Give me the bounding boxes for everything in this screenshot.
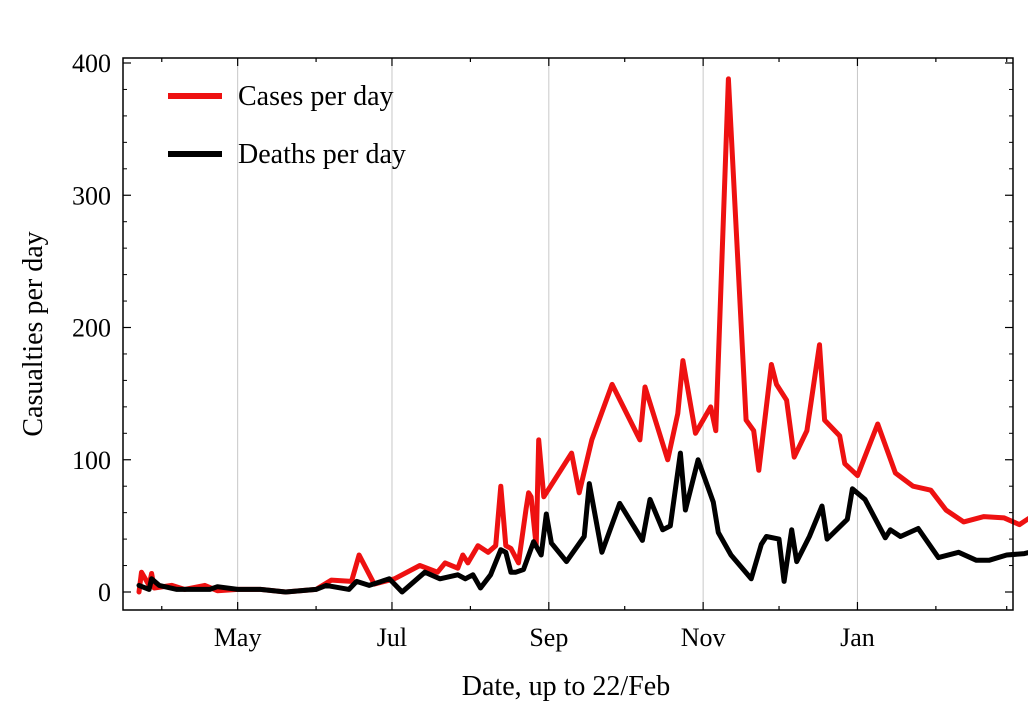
grid-lines xyxy=(237,58,858,610)
y-tick-label: 0 xyxy=(98,578,111,607)
y-tick-label: 300 xyxy=(72,181,111,210)
legend: Cases per day Deaths per day xyxy=(168,81,406,170)
legend-label: Deaths per day xyxy=(238,139,406,170)
plot-frame xyxy=(122,57,1014,611)
x-tick-label: Jan xyxy=(840,623,875,652)
legend-label: Cases per day xyxy=(238,81,394,112)
series-lines xyxy=(136,76,1028,595)
x-axis-ticks: May Jul Sep Nov Jan xyxy=(161,58,1008,652)
x-axis-label: Date, up to 22/Feb xyxy=(462,671,670,702)
y-tick-label: 100 xyxy=(72,446,111,475)
series-line-deaths xyxy=(136,450,1028,595)
x-tick-label: Nov xyxy=(681,623,726,652)
y-tick-label: 200 xyxy=(72,314,111,343)
x-tick-label: May xyxy=(214,623,262,652)
y-axis-label: Casualties per day xyxy=(18,231,49,436)
x-tick-label: Jul xyxy=(377,623,407,652)
x-tick-label: Sep xyxy=(529,623,568,652)
y-tick-label: 400 xyxy=(72,49,111,78)
y-axis-ticks: 0 100 200 300 400 xyxy=(72,49,1013,607)
